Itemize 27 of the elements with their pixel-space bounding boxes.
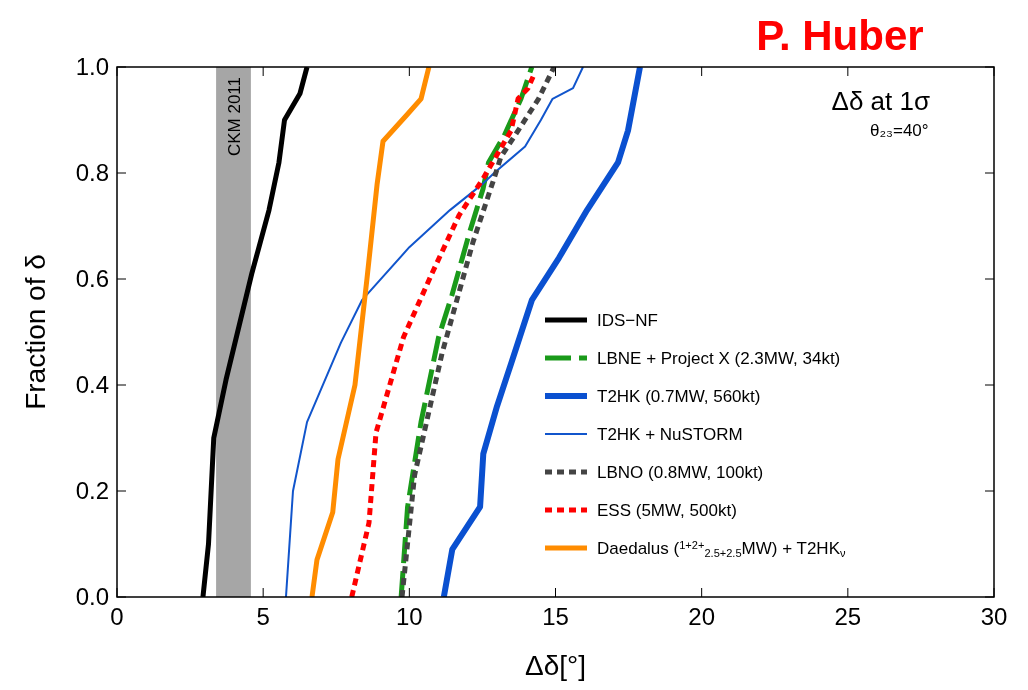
chart-title: P. Huber bbox=[756, 12, 924, 59]
y-tick-label: 0.8 bbox=[75, 159, 109, 186]
legend-label: LBNO (0.8MW, 100kt) bbox=[597, 463, 764, 482]
y-tick-label: 0.2 bbox=[75, 477, 109, 504]
line-series bbox=[284, 67, 584, 597]
y-tick-label: 1.0 bbox=[75, 53, 109, 80]
legend-label: IDS−NF bbox=[597, 311, 658, 330]
legend-label: T2HK + NuSTORM bbox=[597, 425, 743, 444]
legend-label: LBNE + Project X (2.3MW, 34kt) bbox=[597, 349, 841, 368]
y-tick-label: 0.0 bbox=[75, 583, 109, 610]
y-tick-label: 0.6 bbox=[75, 265, 109, 292]
x-tick-label: 15 bbox=[542, 603, 569, 630]
legend-label: T2HK (0.7MW, 560kt) bbox=[597, 387, 761, 406]
y-axis-title: Fraction of δ bbox=[20, 254, 51, 410]
legend-label: Daedalus ($^{1+2+}$$_{2.5+2.5}$MW) + T2HK$_{ν}$ bbox=[597, 539, 846, 559]
x-tick-label: 25 bbox=[834, 603, 862, 630]
x-tick-label: 20 bbox=[688, 603, 716, 630]
y-tick-label: 0.4 bbox=[75, 371, 109, 398]
x-tick-label: 5 bbox=[256, 603, 270, 630]
legend-label: ESS (5MW, 500kt) bbox=[597, 501, 737, 520]
x-tick-label: 30 bbox=[980, 603, 1008, 630]
band-label: CKM 2011 bbox=[225, 77, 245, 157]
x-axis-title: Δδ[°] bbox=[524, 650, 587, 681]
annotation: Δδ at 1σ bbox=[831, 86, 930, 116]
x-tick-label: 10 bbox=[395, 603, 423, 630]
annotation: θ₂₃=40° bbox=[870, 121, 929, 140]
x-tick-label: 0 bbox=[110, 603, 124, 630]
